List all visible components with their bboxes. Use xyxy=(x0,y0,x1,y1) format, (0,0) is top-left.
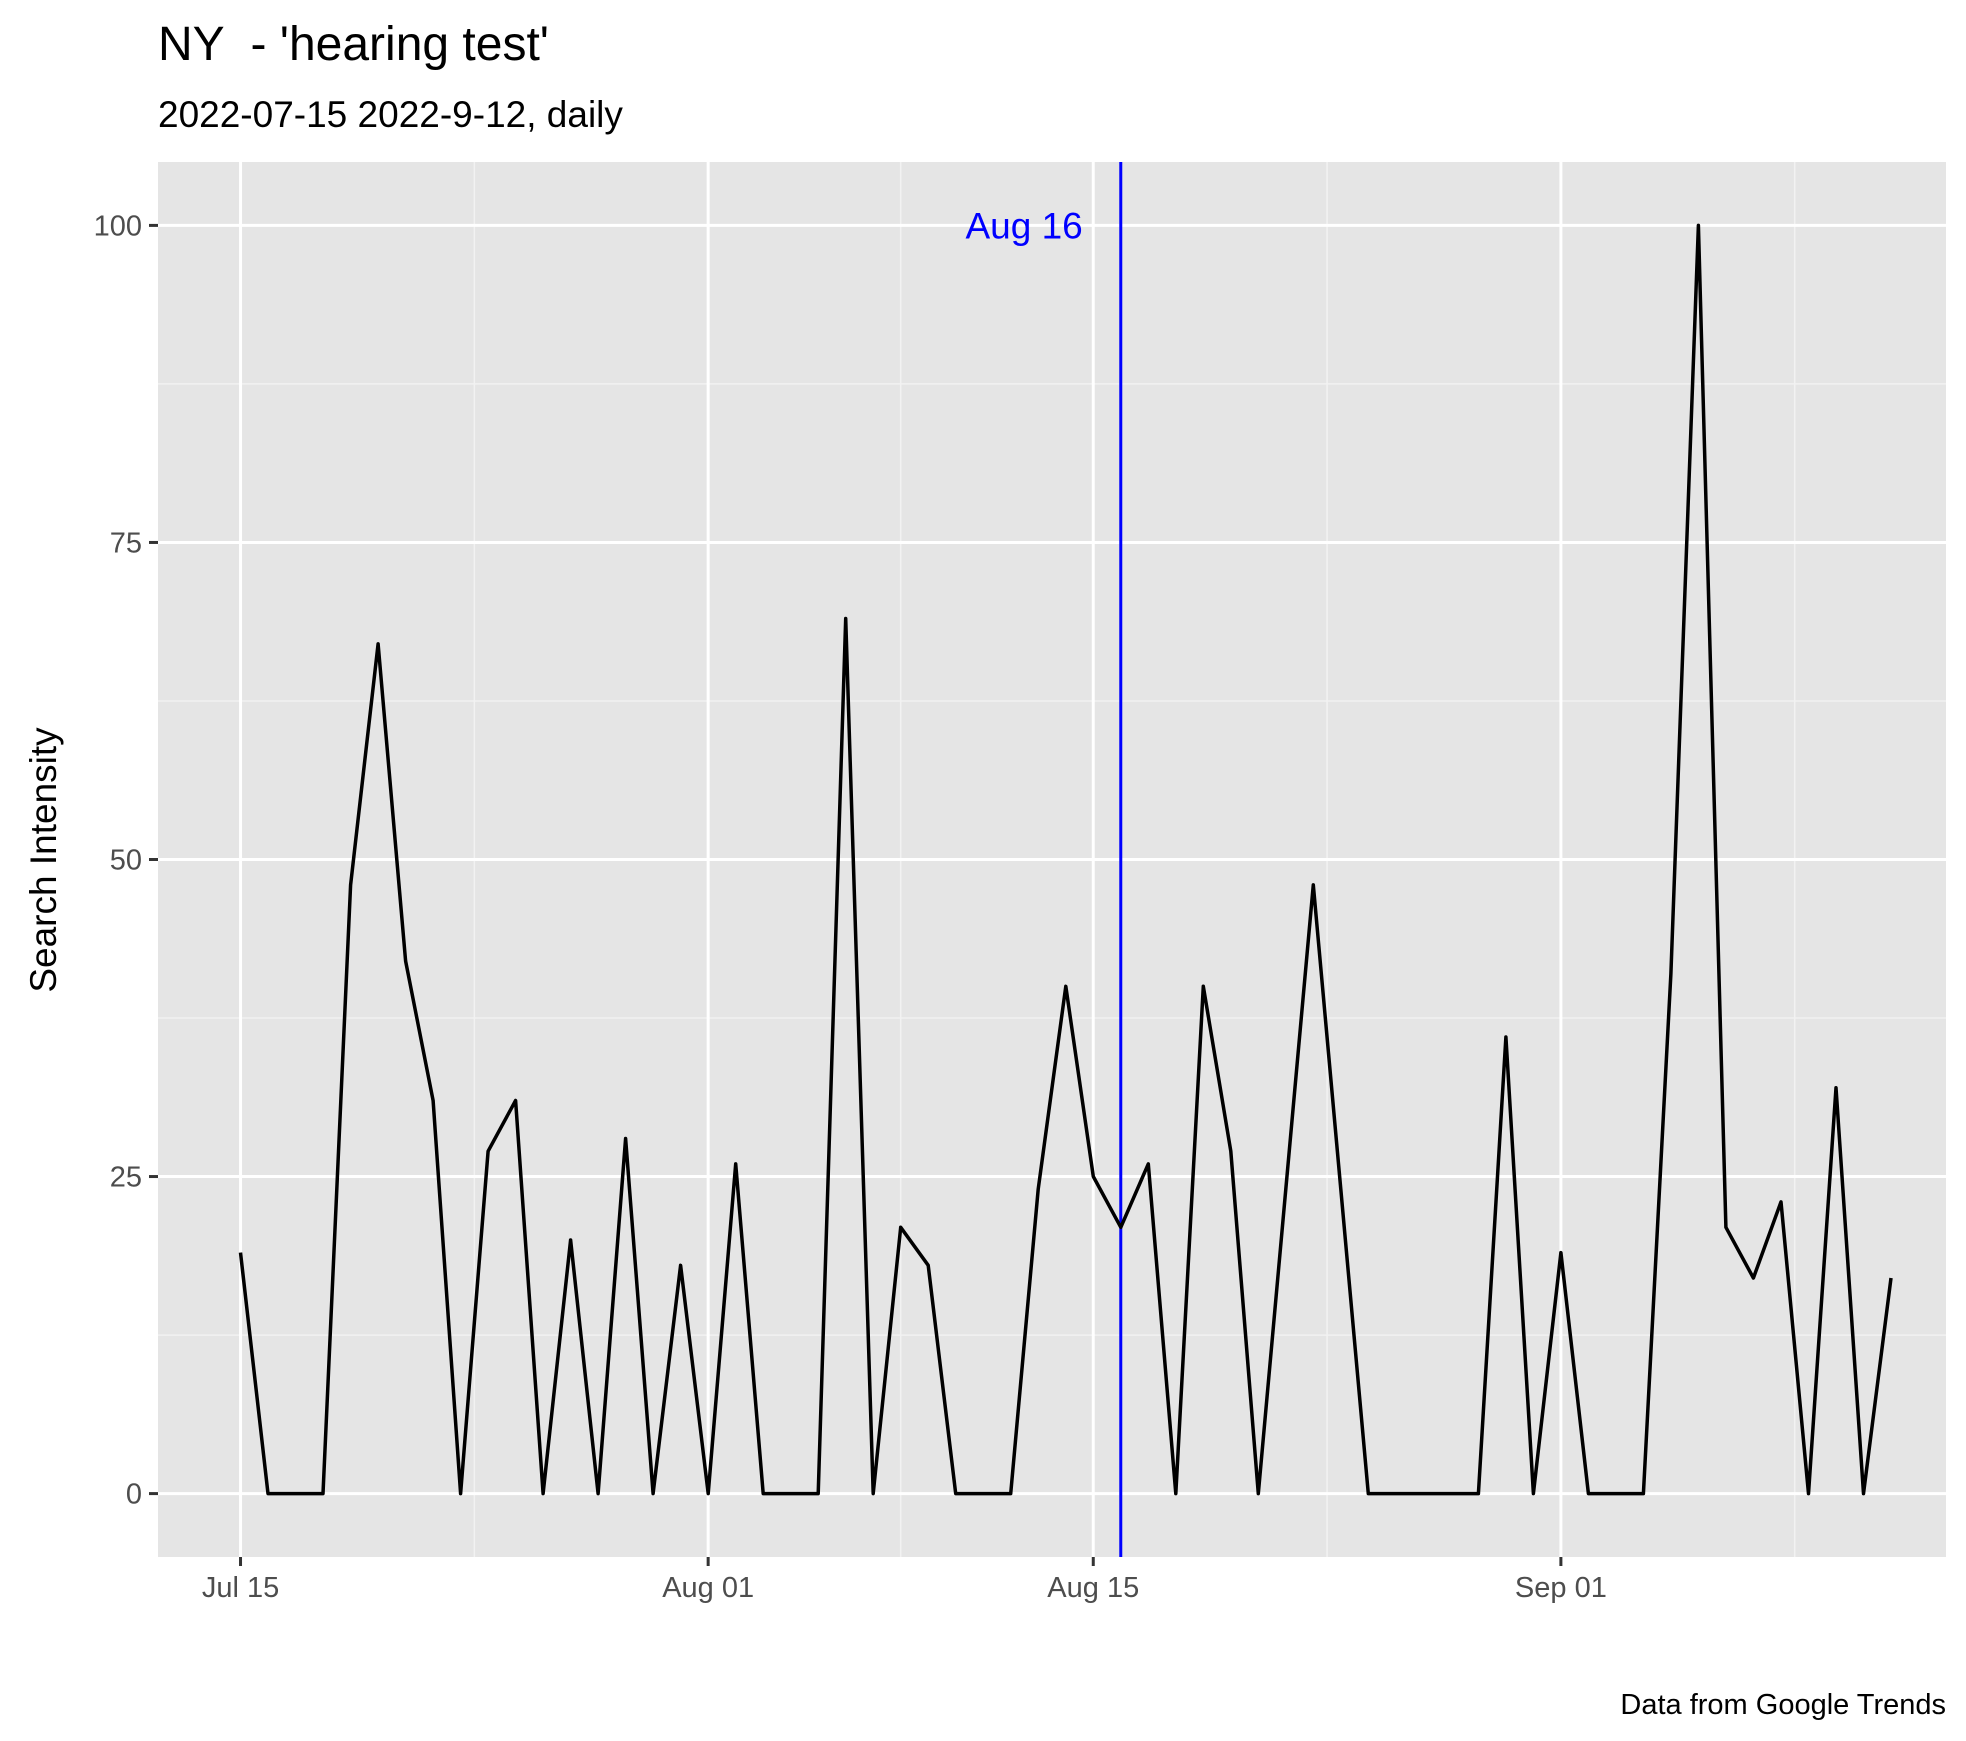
y-tick-label: 25 xyxy=(110,1162,142,1194)
y-tick-label: 75 xyxy=(110,527,142,559)
x-tick-label: Aug 01 xyxy=(662,1572,754,1604)
chart-caption: Data from Google Trends xyxy=(1620,1689,1946,1721)
chart-subtitle: 2022-07-15 2022-9-12, daily xyxy=(158,94,623,135)
x-tick-label: Jul 15 xyxy=(202,1572,279,1604)
x-tick-label: Aug 15 xyxy=(1047,1572,1139,1604)
x-tick-label: Sep 01 xyxy=(1515,1572,1607,1604)
y-tick-label: 50 xyxy=(110,845,142,877)
major-gridlines xyxy=(158,162,1946,1557)
annotation-layer: Aug 16 xyxy=(965,162,1123,1557)
annotation-label: Aug 16 xyxy=(965,205,1082,246)
y-axis-label: Search Intensity xyxy=(23,727,64,993)
axes: 0 25 50 75 100 Jul 15 Aug 01 Aug 15 Sep 01 xyxy=(94,210,1607,1604)
series-line xyxy=(238,223,1893,1496)
series-layer xyxy=(238,223,1893,1496)
y-tick-label: 100 xyxy=(94,210,142,242)
y-tick-label: 0 xyxy=(126,1479,142,1511)
chart-title: NY - 'hearing test' xyxy=(158,18,549,71)
